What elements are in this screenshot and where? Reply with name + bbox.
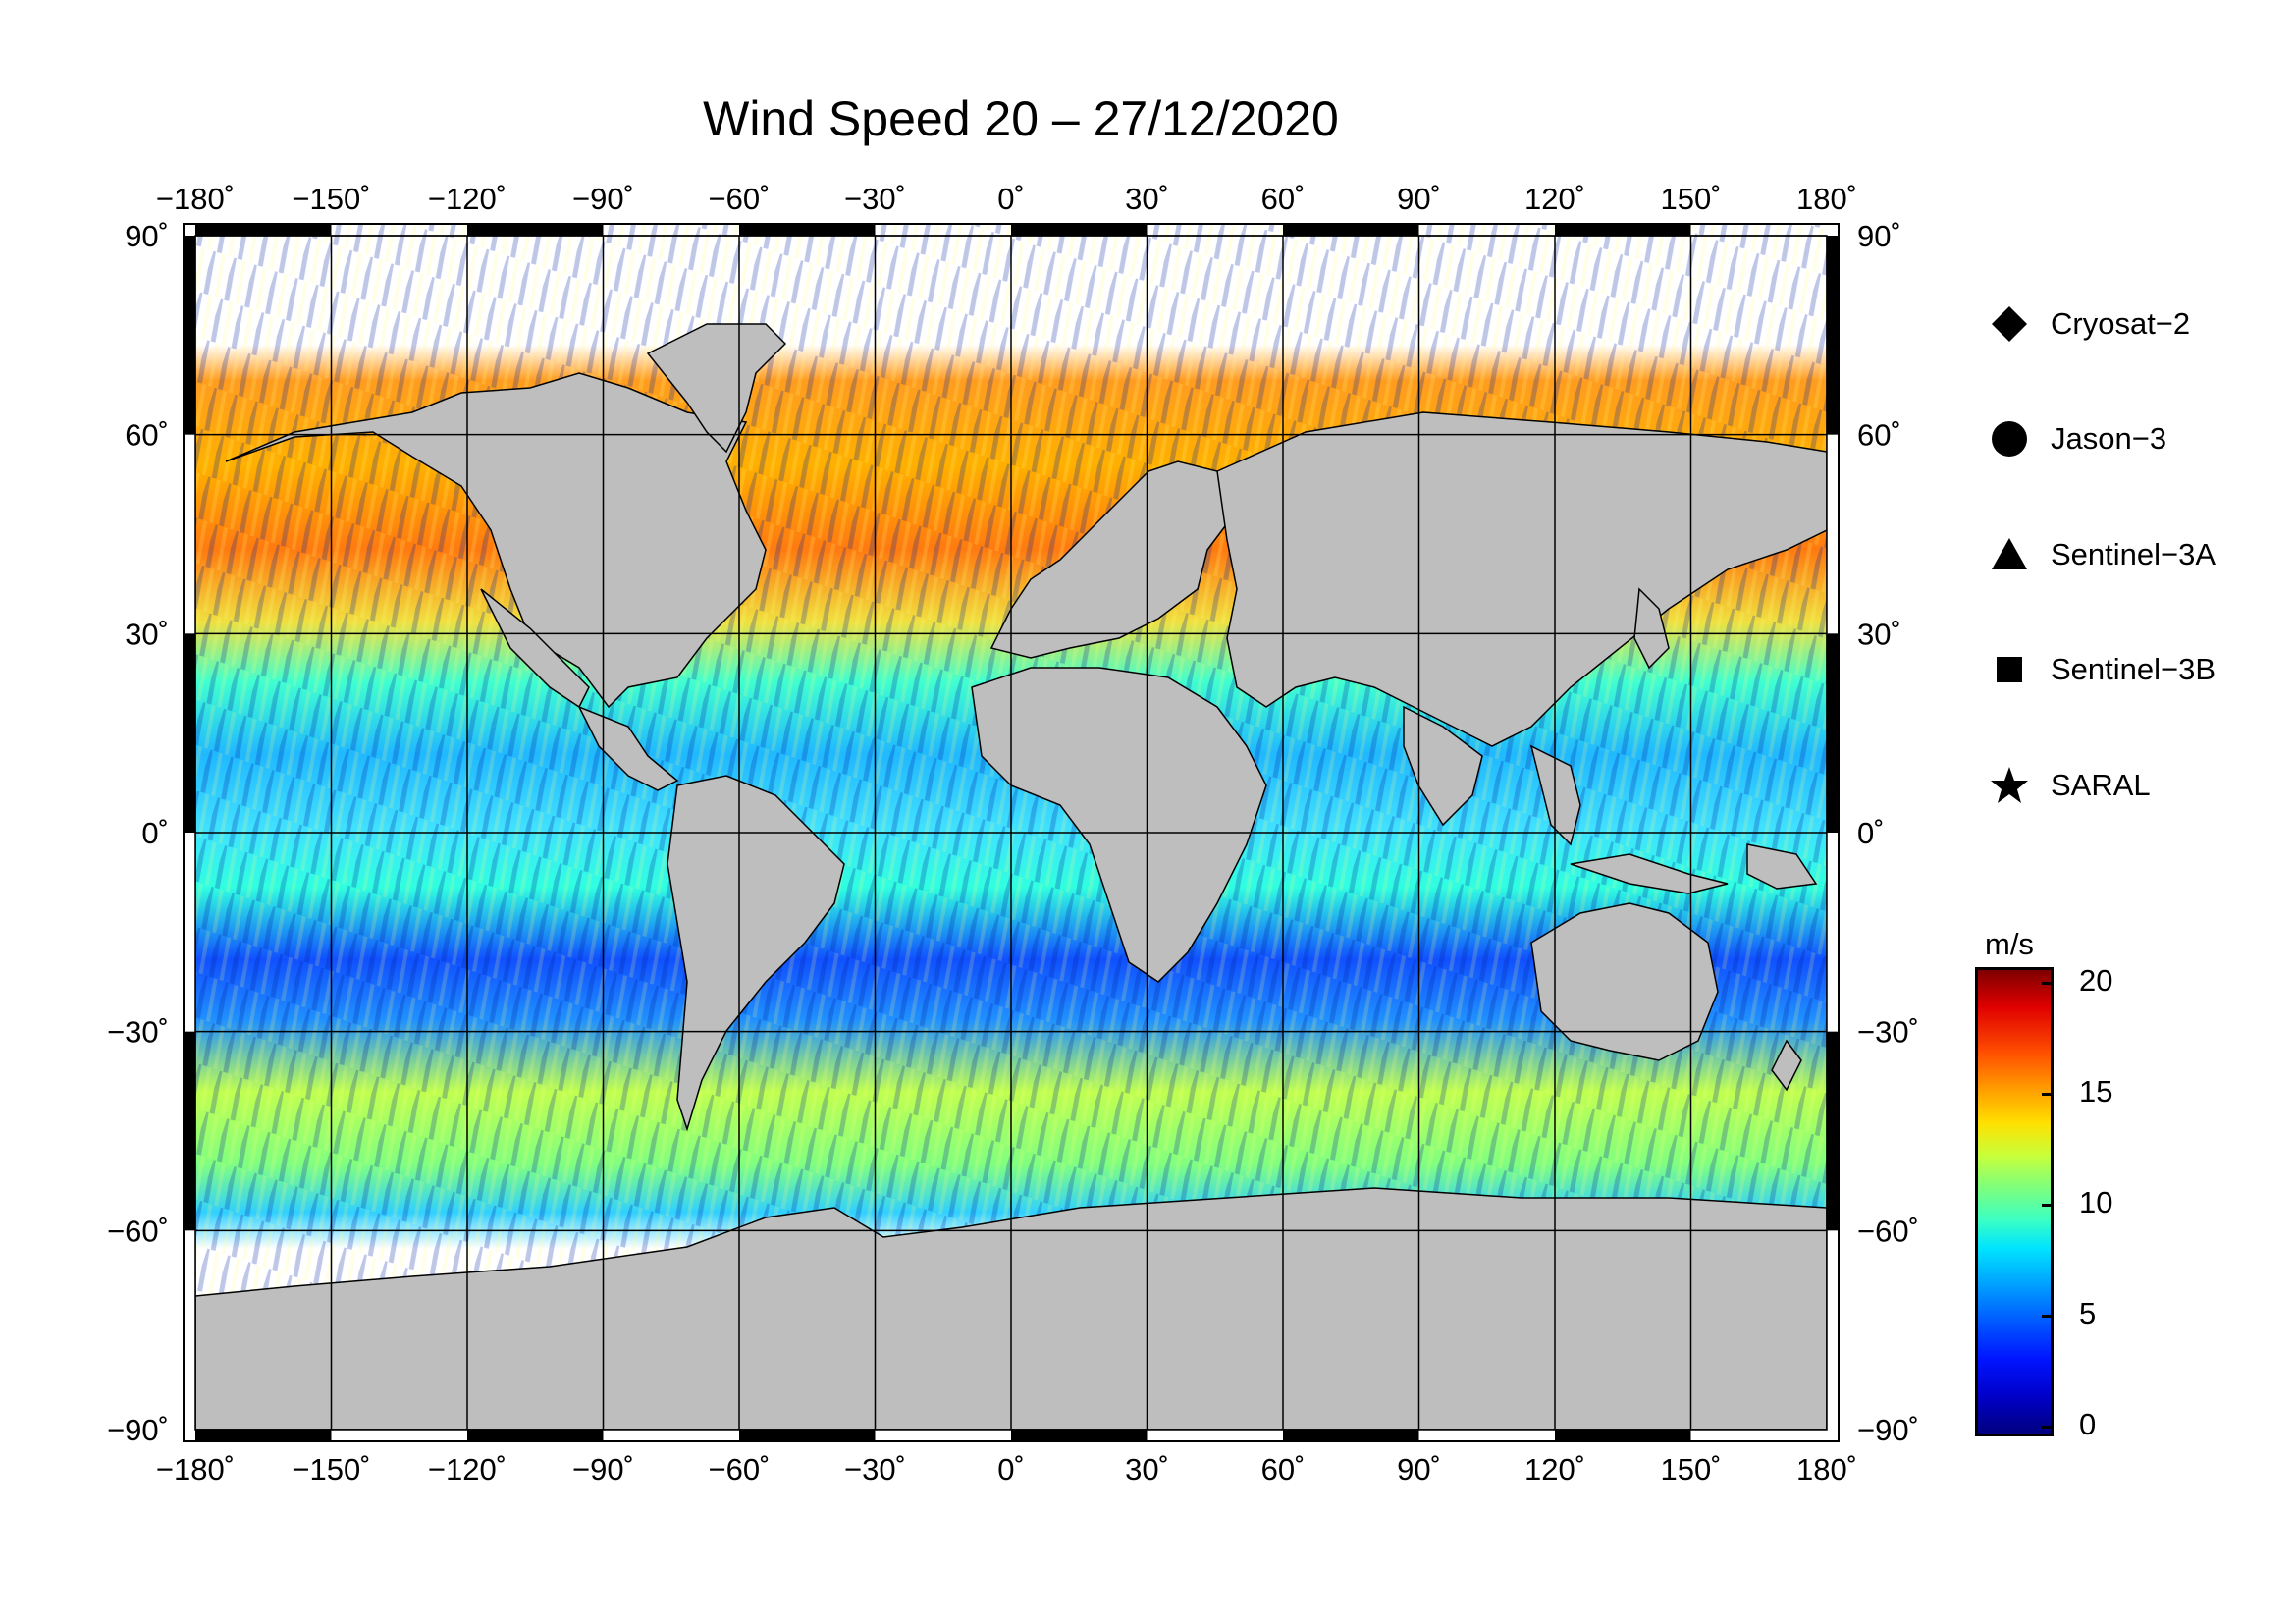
lat-tick-label: −30˚: [107, 1015, 169, 1050]
legend-item-cryosat2: Cryosat−2: [1988, 295, 2190, 353]
lon-tick-label: 0˚: [997, 182, 1025, 216]
star-icon: [1988, 764, 2031, 807]
frame-bar: [1555, 224, 1691, 236]
map-title: Wind Speed 20 – 27/12/2020: [703, 91, 1339, 146]
lat-tick-label: 90˚: [1857, 219, 1901, 253]
lat-tick-label: −30˚: [1857, 1015, 1919, 1050]
lon-tick-label: −180˚: [156, 1452, 235, 1487]
lon-tick-label: −180˚: [156, 182, 235, 216]
lon-tick-label: 150˚: [1660, 1452, 1721, 1487]
lon-tick-label: 120˚: [1524, 182, 1585, 216]
lon-tick-label: 150˚: [1660, 182, 1721, 216]
legend-item-sentinel3b: Sentinel−3B: [1988, 640, 2216, 699]
map-frame-scale: [184, 224, 1839, 1441]
asia: [1216, 411, 1827, 747]
lon-tick-label: −150˚: [292, 1452, 370, 1487]
colorbar-tick: 0: [2079, 1407, 2097, 1441]
lat-tick-label: −60˚: [1857, 1214, 1919, 1248]
frame-bar: [1555, 1430, 1691, 1441]
colorbar-tick: 20: [2079, 963, 2113, 998]
frame-bar: [739, 224, 876, 236]
frame-bar: [195, 1430, 332, 1441]
colorbar-unit: m/s: [1985, 927, 2034, 961]
legend-label: SARAL: [2051, 768, 2151, 802]
lat-ticks-right: 90˚ 60˚ 30˚ 0˚ −30˚ −60˚ −90˚: [1857, 219, 1919, 1447]
frame-bar: [1827, 236, 1839, 435]
lon-ticks-top: −180˚ −150˚ −120˚ −90˚ −60˚ −30˚ 0˚ 30˚ 60˚ 90˚ 12…: [156, 182, 1857, 216]
lat-tick-label: 90˚: [125, 219, 169, 253]
lat-tick-label: 30˚: [1857, 617, 1901, 651]
lat-tick-label: −90˚: [107, 1413, 169, 1447]
frame-bar: [184, 1031, 195, 1231]
legend-item-sentinel3a: Sentinel−3A: [1988, 525, 2216, 584]
lon-tick-label: 60˚: [1261, 182, 1306, 216]
lon-tick-label: −60˚: [709, 1452, 771, 1487]
lat-tick-label: 0˚: [1857, 816, 1885, 850]
lon-tick-label: 180˚: [1796, 182, 1857, 216]
legend-label: Jason−3: [2051, 421, 2167, 456]
africa: [971, 667, 1267, 983]
lon-tick-label: 90˚: [1397, 1452, 1441, 1487]
frame-bar: [739, 1430, 876, 1441]
frame-bar: [1283, 1430, 1419, 1441]
lon-tick-label: −90˚: [572, 182, 634, 216]
colorbar-tick: 15: [2079, 1074, 2113, 1109]
greenland: [646, 323, 787, 454]
square-icon: [1988, 648, 2031, 691]
lon-tick-label: 30˚: [1125, 182, 1169, 216]
frame-bar: [1827, 633, 1839, 833]
frame-bar: [467, 224, 604, 236]
india: [1403, 705, 1483, 827]
lon-tick-label: −30˚: [844, 1452, 906, 1487]
lat-tick-label: 60˚: [1857, 418, 1901, 453]
lat-tick-label: 0˚: [141, 816, 169, 850]
frame-bar: [195, 224, 332, 236]
frame-bar: [1283, 224, 1419, 236]
north-america: [225, 372, 767, 709]
lon-tick-label: −60˚: [709, 182, 771, 216]
legend-item-saral: SARAL: [1988, 756, 2151, 815]
frame-bar: [1011, 224, 1148, 236]
southeast-asia: [1529, 744, 1581, 846]
colorbar: [1975, 967, 2054, 1436]
legend-label: Sentinel−3B: [2051, 652, 2216, 686]
triangle-icon: [1988, 533, 2031, 576]
legend-item-jason3: Jason−3: [1988, 409, 2166, 468]
lon-tick-label: 60˚: [1261, 1452, 1306, 1487]
lat-tick-label: 60˚: [125, 418, 169, 453]
japan: [1633, 587, 1670, 670]
lon-tick-label: 120˚: [1524, 1452, 1585, 1487]
lon-tick-label: −90˚: [572, 1452, 634, 1487]
colorbar-tick: 5: [2079, 1296, 2097, 1330]
lat-tick-label: 30˚: [125, 617, 169, 651]
lon-tick-label: 90˚: [1397, 182, 1441, 216]
legend-label: Sentinel−3A: [2051, 537, 2216, 571]
lat-ticks-left: 90˚ 60˚ 30˚ 0˚ −30˚ −60˚ −90˚: [107, 219, 169, 1447]
diamond-icon: [1988, 302, 2031, 346]
lon-tick-label: −150˚: [292, 182, 370, 216]
lon-tick-label: −30˚: [844, 182, 906, 216]
frame-bar: [467, 1430, 604, 1441]
lon-tick-label: 30˚: [1125, 1452, 1169, 1487]
lat-tick-label: −90˚: [1857, 1413, 1919, 1447]
frame-bar: [184, 236, 195, 435]
lon-tick-label: −120˚: [428, 182, 507, 216]
frame-bar: [184, 633, 195, 833]
frame-bar: [1827, 1031, 1839, 1231]
australia: [1530, 902, 1719, 1061]
lon-tick-label: 180˚: [1796, 1452, 1857, 1487]
frame-bar: [1011, 1430, 1148, 1441]
lon-tick-label: 0˚: [997, 1452, 1025, 1487]
colorbar-tick: 10: [2079, 1185, 2113, 1219]
lon-ticks-bottom: −180˚ −150˚ −120˚ −90˚ −60˚ −30˚ 0˚ 30˚ 60˚ 90˚ 12…: [156, 1452, 1857, 1487]
lon-tick-label: −120˚: [428, 1452, 507, 1487]
legend-label: Cryosat−2: [2051, 306, 2191, 341]
circle-icon: [1988, 417, 2031, 460]
lat-tick-label: −60˚: [107, 1214, 169, 1248]
